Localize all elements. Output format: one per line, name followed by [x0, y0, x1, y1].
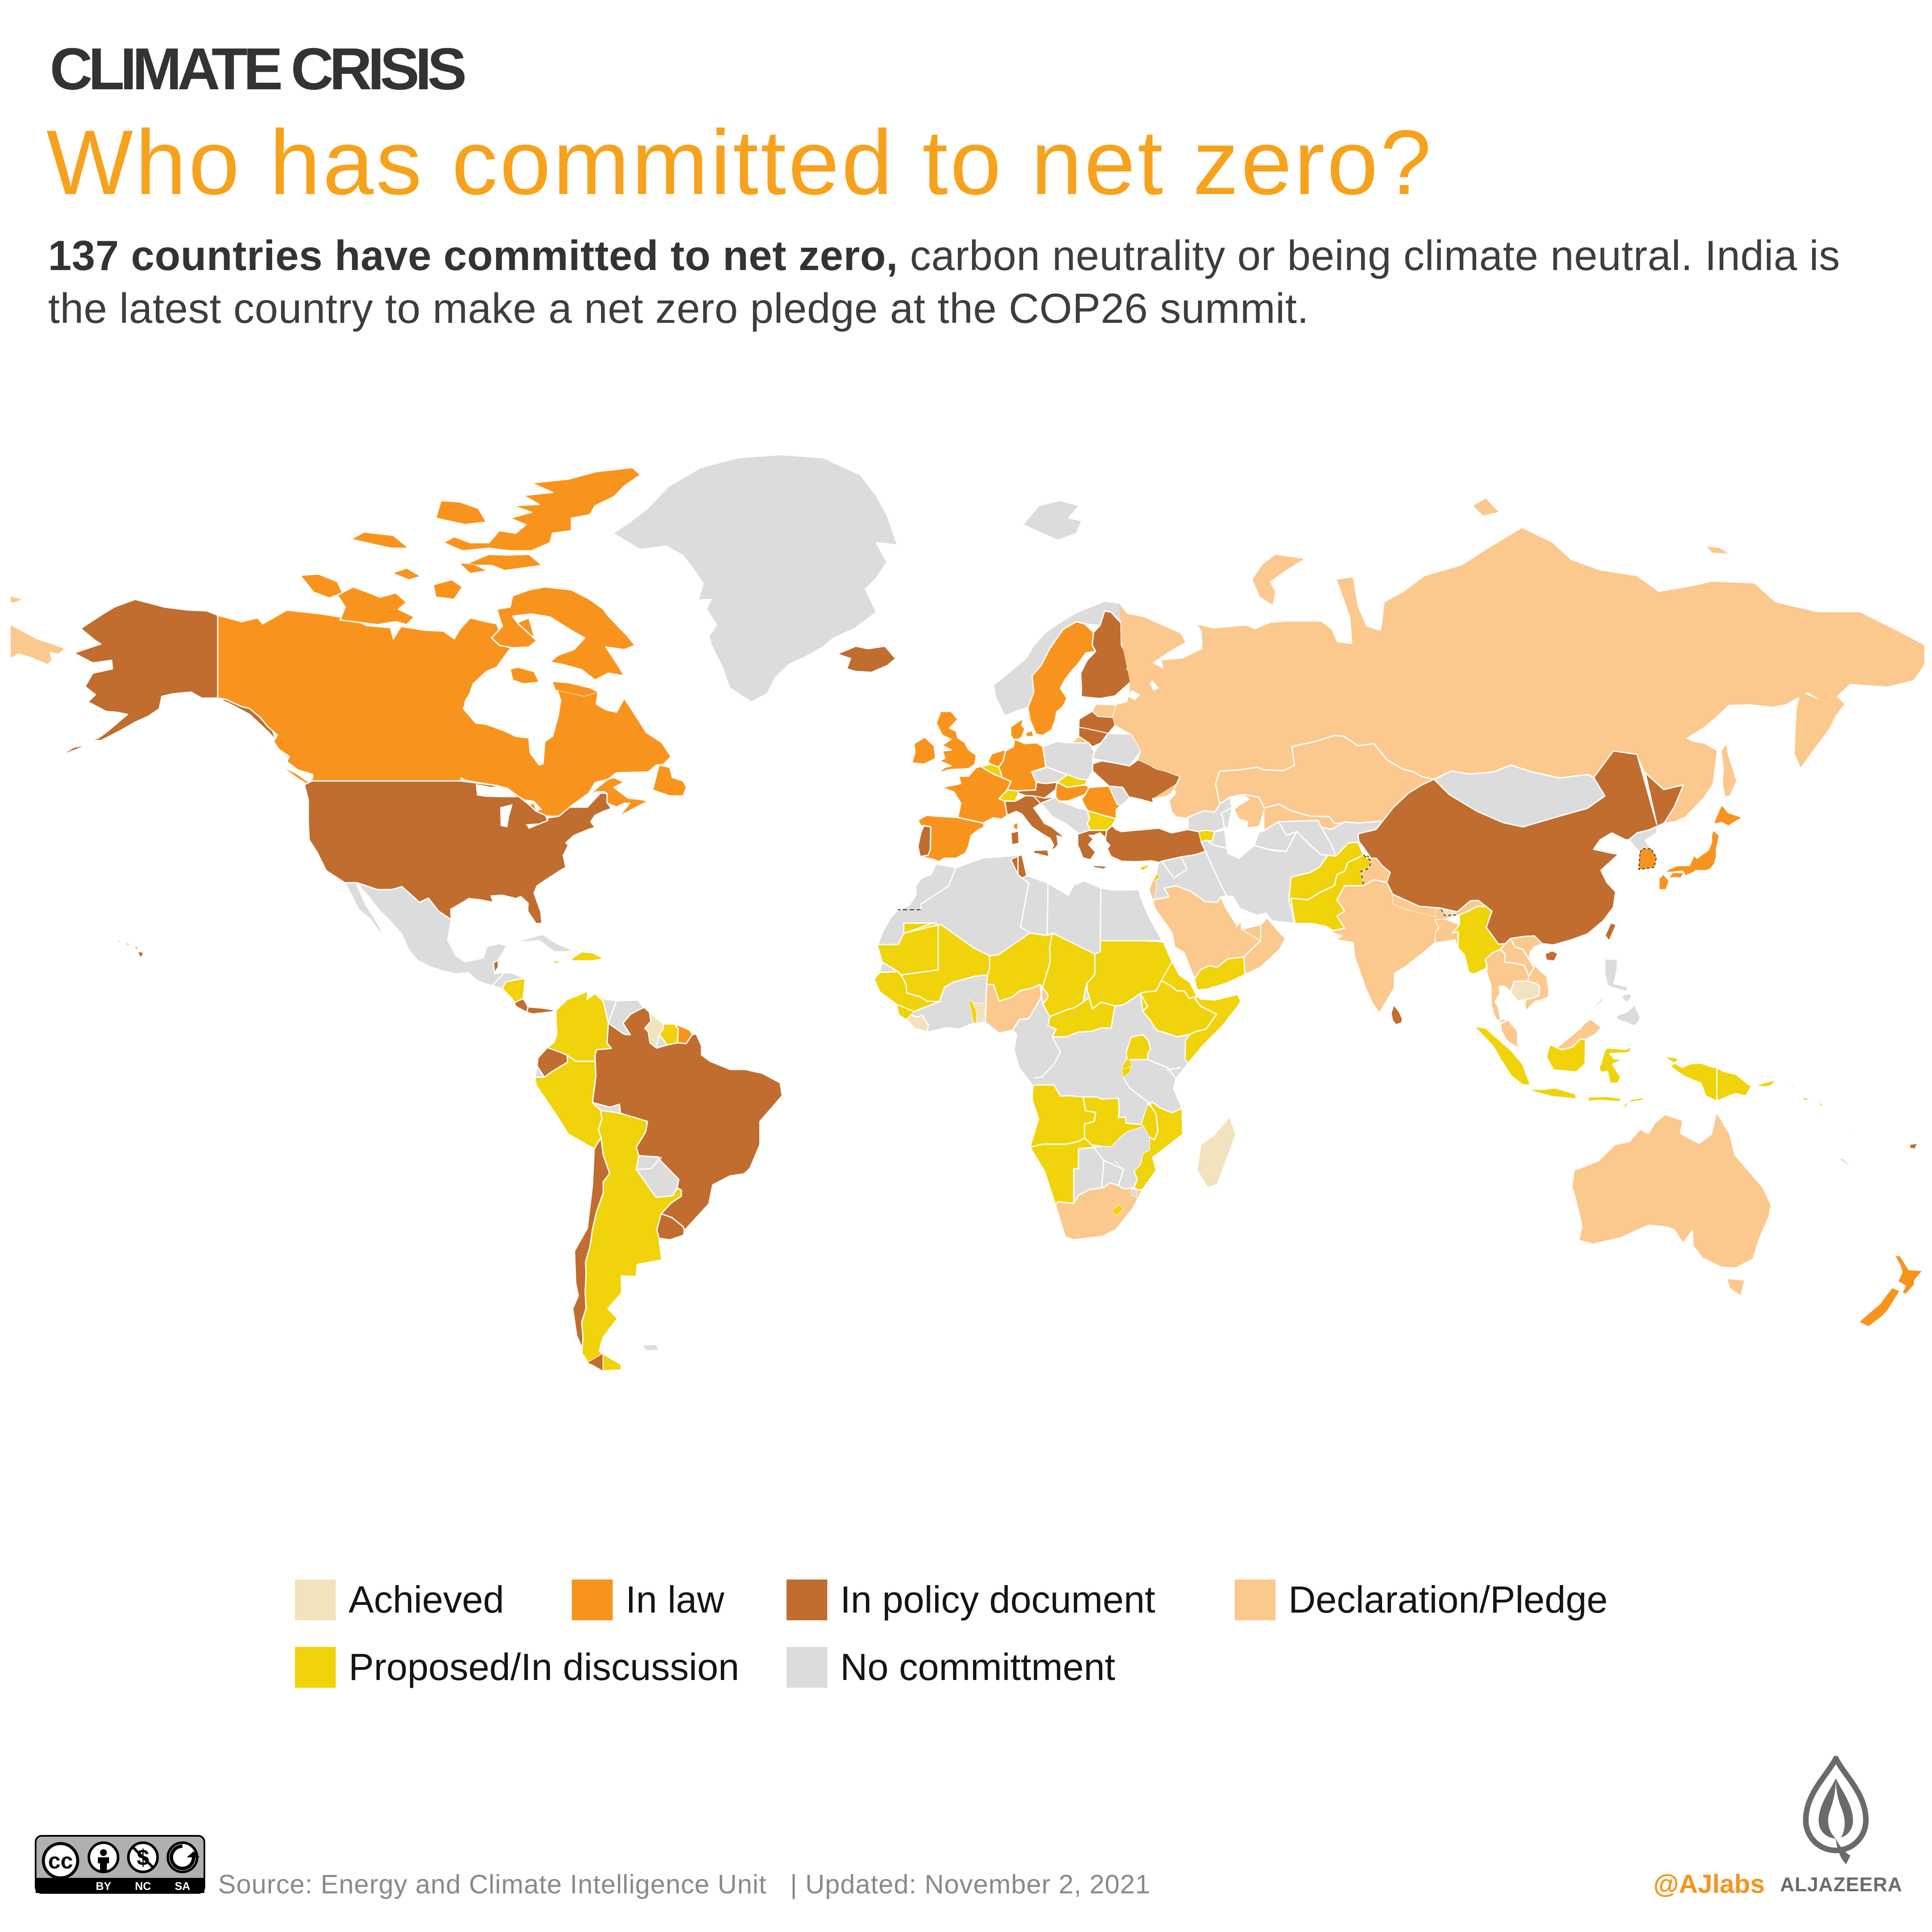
svg-text:BY: BY	[96, 1880, 111, 1893]
svg-text:SA: SA	[175, 1880, 190, 1893]
svg-text:NC: NC	[135, 1880, 151, 1893]
svg-text:cc: cc	[48, 1849, 73, 1874]
